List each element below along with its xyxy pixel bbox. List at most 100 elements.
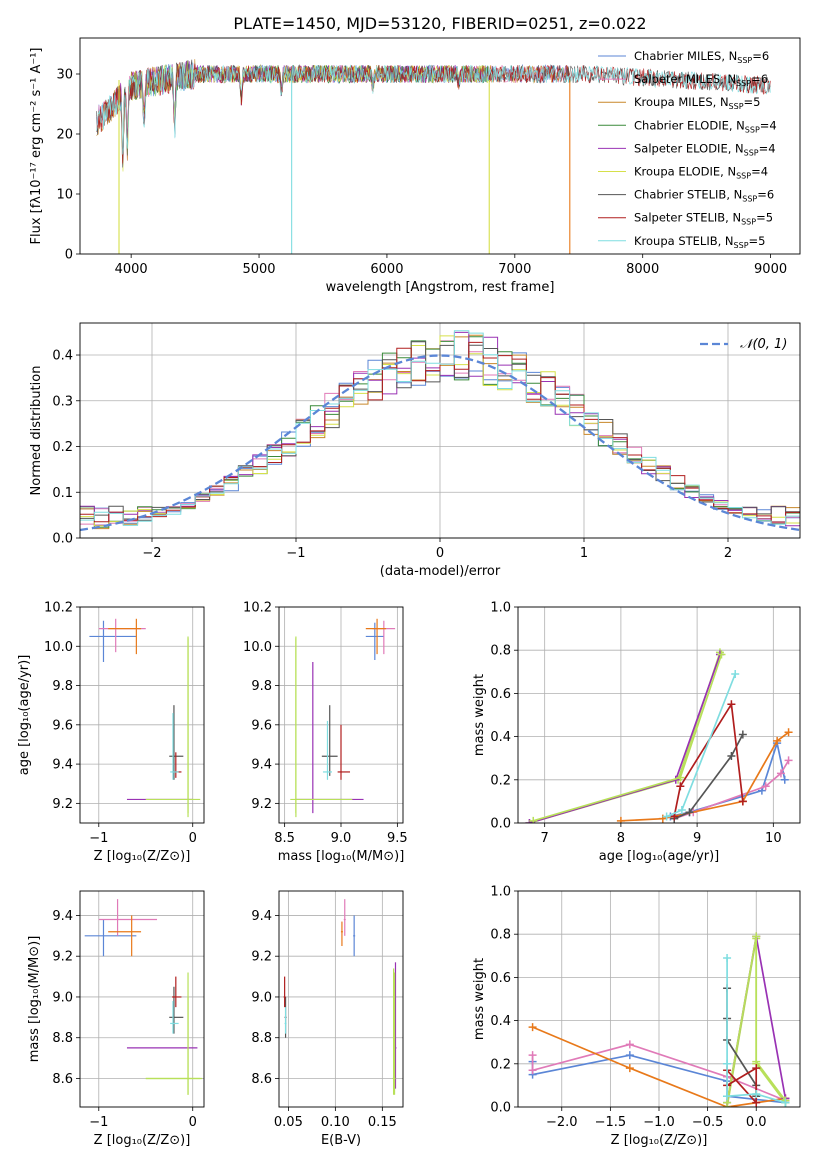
plus-marker: [761, 782, 770, 791]
legend-label: Salpeter ELODIE, NSSP=4: [634, 141, 776, 157]
mass-weight-line: [726, 1066, 758, 1105]
plus-marker: [781, 1098, 790, 1107]
x-tick-label: 9.5: [387, 831, 408, 846]
y-tick-label: 0.8: [490, 928, 511, 943]
y-tick-label: 9.4: [251, 909, 272, 924]
y-axis-label: Normed distribution: [29, 366, 44, 496]
x-tick-label: −2: [142, 546, 161, 561]
mass-weight-line: [673, 734, 744, 820]
x-tick-label: 0.10: [321, 1115, 350, 1130]
y-tick-label: 9.0: [52, 990, 73, 1005]
y-tick-label: 8.8: [52, 1031, 73, 1046]
x-tick-label: 9.0: [331, 831, 352, 846]
x-tick-label: 0: [189, 831, 197, 846]
x-tick-label: 5000: [242, 262, 275, 277]
x-axis-label: Z [log₁₀(Z/Z⊙)]: [94, 1133, 191, 1148]
panel-age-vs-mass: 8.5 9.0 9.5 9.2 9.4 9.6 9.8 10.0 10.2 mass [log₁₀…: [243, 601, 408, 865]
panel-spectrum: 4000 5000 6000 7000 8000 9000 0 10 20 30 wavelengt…: [29, 37, 801, 295]
plus-marker: [625, 1040, 634, 1049]
x-tick-label: −1: [89, 831, 108, 846]
y-tick-label: 8.6: [251, 1072, 272, 1087]
x-axis-label: Z [log₁₀(Z/Z⊙)]: [94, 849, 191, 864]
plot-area: [283, 899, 397, 1095]
plus-marker: [752, 1090, 761, 1099]
mass-weight-line: [532, 654, 723, 822]
legend-label: Salpeter STELIB, NSSP=5: [634, 211, 773, 227]
x-axis-label: age [log₁₀(age/yr)]: [599, 849, 720, 864]
plus-marker: [723, 1092, 732, 1101]
y-tick-label: 9.8: [251, 679, 272, 694]
x-tick-label: 9: [693, 831, 701, 846]
y-axis-label: mass weight: [472, 958, 487, 1040]
plus-marker: [723, 953, 732, 962]
plot-area: [525, 648, 793, 823]
plot-area: [528, 932, 790, 1107]
y-tick-label: 9.2: [251, 950, 272, 965]
y-tick-label: 0.2: [52, 440, 73, 455]
x-tick-label: 8.5: [274, 831, 295, 846]
x-tick-label: 4000: [115, 262, 148, 277]
x-tick-label: 9000: [754, 262, 787, 277]
residual-histogram: [80, 330, 800, 526]
y-tick-label: 0.0: [490, 1101, 511, 1116]
panel-mass-vs-ebv: 0.05 0.10 0.15 8.6 8.8 9.0 9.2 9.4 E(B-V): [251, 890, 404, 1148]
x-axis-label: E(B-V): [321, 1133, 361, 1148]
y-tick-label: 0.2: [490, 773, 511, 788]
y-tick-label: 9.0: [251, 990, 272, 1005]
x-tick-label: 7: [541, 831, 549, 846]
x-tick-label: −1.5: [595, 1115, 627, 1130]
x-tick-label: −1: [286, 546, 305, 561]
y-tick-label: 9.6: [251, 718, 272, 733]
y-tick-label: 9.4: [52, 758, 73, 773]
legend-label: Salpeter MILES, NSSP=6: [634, 72, 768, 88]
axes-frame: [517, 890, 801, 1108]
y-tick-label: 0.1: [52, 486, 73, 501]
y-tick-label: 9.2: [251, 797, 272, 812]
y-tick-label: 9.4: [251, 758, 272, 773]
plus-marker: [677, 806, 686, 815]
y-tick-label: 0.4: [490, 1014, 511, 1029]
plus-marker: [676, 782, 685, 791]
legend-label: Chabrier ELODIE, NSSP=4: [634, 118, 777, 134]
y-tick-label: 0.2: [490, 1057, 511, 1072]
mass-weight-line: [726, 936, 787, 1103]
y-tick-label: 8.8: [251, 1031, 272, 1046]
axes-frame: [278, 890, 404, 1108]
axes-frame: [79, 322, 801, 539]
x-tick-label: 1: [580, 546, 588, 561]
plus-marker: [773, 736, 782, 745]
x-axis-label: (data-model)/error: [380, 564, 501, 579]
x-tick-label: 0.0: [746, 1115, 767, 1130]
y-tick-label: 9.4: [52, 909, 73, 924]
panel-age-vs-Z: −1 0 9.2 9.4 9.6 9.8 10.0 10.2 Z [log₁₀(Z/Z⊙)] ag…: [17, 601, 205, 864]
spectrum-series-line: [96, 62, 771, 155]
plus-marker: [723, 1059, 732, 1068]
plus-marker: [752, 932, 761, 941]
plus-marker: [528, 1066, 537, 1075]
y-tick-label: 0.4: [490, 730, 511, 745]
y-tick-label: 20: [56, 128, 73, 143]
plus-marker: [727, 700, 736, 709]
plus-marker: [685, 808, 694, 817]
plus-marker: [625, 1064, 634, 1073]
legend-label: Chabrier MILES, NSSP=6: [634, 49, 769, 65]
y-tick-label: 10.2: [243, 601, 272, 616]
plus-marker: [784, 728, 793, 737]
y-tick-label: 9.6: [52, 718, 73, 733]
x-axis-label: mass [log₁₀(M/M⊙)]: [278, 849, 405, 864]
legend-label: 𝒩(0, 1): [740, 337, 787, 352]
x-tick-label: −2.0: [546, 1115, 578, 1130]
x-tick-label: 0.15: [368, 1115, 397, 1130]
x-tick-label: 0.05: [274, 1115, 303, 1130]
plus-marker: [625, 1051, 634, 1060]
y-tick-label: 9.2: [52, 950, 73, 965]
plus-marker: [752, 1098, 761, 1107]
plus-marker: [727, 752, 736, 761]
plot-area: [96, 59, 771, 254]
y-tick-label: 0.3: [52, 394, 73, 409]
y-tick-label: 10.0: [243, 640, 272, 655]
axes-frame: [79, 606, 205, 824]
legend-label: Kroupa ELODIE, NSSP=4: [634, 165, 768, 181]
residual-histogram: [80, 341, 800, 523]
axes-frame: [517, 606, 801, 824]
